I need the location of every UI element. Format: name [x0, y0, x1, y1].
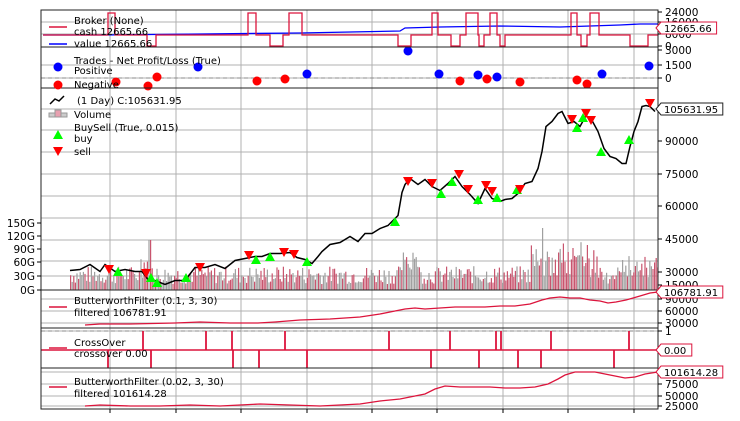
svg-text:1500: 1500 — [665, 60, 692, 72]
svg-text:50000: 50000 — [665, 391, 698, 403]
svg-text:1: 1 — [665, 326, 672, 338]
svg-text:25000: 25000 — [665, 401, 698, 413]
svg-text:0: 0 — [665, 41, 672, 53]
svg-text:106781.91: 106781.91 — [664, 288, 718, 299]
svg-text:75000: 75000 — [665, 169, 698, 181]
svg-text:101614.28: 101614.28 — [664, 368, 718, 379]
svg-text:120G: 120G — [7, 231, 35, 243]
svg-text:0: 0 — [665, 73, 672, 85]
svg-text:60000: 60000 — [665, 201, 698, 213]
svg-text:crossover 0.00: crossover 0.00 — [74, 349, 148, 360]
svg-text:Negative: Negative — [74, 80, 119, 91]
svg-text:BuySell (True, 0.015): BuySell (True, 0.015) — [74, 123, 178, 134]
svg-text:value 12665.66: value 12665.66 — [74, 39, 152, 50]
svg-text:(1 Day) C:105631.95: (1 Day) C:105631.95 — [77, 96, 182, 107]
svg-text:150G: 150G — [7, 218, 35, 230]
svg-text:ButterworthFilter (0.1, 3, 30): ButterworthFilter (0.1, 3, 30) — [74, 296, 218, 307]
svg-text:75000: 75000 — [665, 379, 698, 391]
svg-text:0G: 0G — [20, 285, 35, 297]
svg-text:30000: 30000 — [665, 267, 698, 279]
svg-text:12665.66: 12665.66 — [664, 24, 712, 35]
svg-text:filtered 101614.28: filtered 101614.28 — [74, 389, 167, 400]
svg-text:90000: 90000 — [665, 136, 698, 148]
last-value-tags: 12665.66 105631.95 106781.91 0.00 101614.28 — [655, 21, 724, 379]
svg-text:45000: 45000 — [665, 234, 698, 246]
svg-text:30G: 30G — [14, 271, 36, 283]
svg-text:buy: buy — [74, 134, 93, 145]
svg-text:3000: 3000 — [665, 45, 692, 57]
svg-text:Positive: Positive — [74, 66, 113, 77]
svg-text:24000: 24000 — [665, 7, 698, 19]
svg-text:CrossOver: CrossOver — [74, 338, 126, 349]
svg-text:Broker (None): Broker (None) — [74, 16, 144, 27]
svg-text:60000: 60000 — [665, 306, 698, 318]
svg-text:sell: sell — [74, 147, 91, 158]
svg-text:105631.95: 105631.95 — [664, 105, 718, 116]
svg-text:30000: 30000 — [665, 318, 698, 330]
svg-text:filtered 106781.91: filtered 106781.91 — [74, 308, 167, 319]
plots — [41, 12, 659, 407]
svg-text:Trades - Net Profit/Loss (True: Trades - Net Profit/Loss (True) — [73, 56, 221, 67]
svg-text:0.00: 0.00 — [664, 346, 686, 357]
svg-text:90G: 90G — [14, 244, 36, 256]
svg-text:ButterworthFilter (0.02, 3, 30: ButterworthFilter (0.02, 3, 30) — [74, 377, 224, 388]
svg-text:cash 12665.66: cash 12665.66 — [74, 27, 148, 38]
svg-text:Volume: Volume — [74, 110, 111, 121]
svg-text:60G: 60G — [14, 257, 36, 269]
